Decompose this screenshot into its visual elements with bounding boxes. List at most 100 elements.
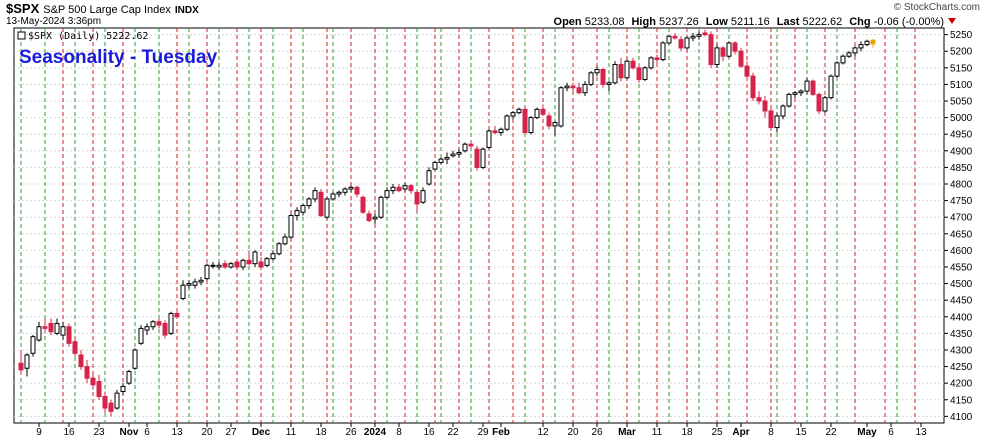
candle-38 [246,250,252,266]
candle-6 [54,318,60,336]
candle-body-up [564,85,570,89]
candle-body-up [330,193,336,200]
candle-body-up [666,35,672,44]
candle-21 [144,323,150,336]
candle-98 [606,81,612,92]
candle-body-down [810,80,816,95]
candle-14 [102,391,108,414]
candle-body-up [150,321,156,328]
candle-50 [318,188,324,218]
candle-body-up [264,258,270,266]
candle-128 [786,92,792,108]
candle-body-up [30,336,36,354]
candle-54 [342,187,348,196]
candle-85 [528,115,534,135]
candle-15 [108,399,114,417]
x-tick-label: 8 [768,427,774,438]
candle-body-up [642,67,648,80]
candle-129 [792,91,798,98]
candle-16 [114,389,120,410]
candle-body-up [852,47,858,54]
candle-body-down [474,148,480,168]
candle-body-up [240,259,246,268]
candle-43 [276,242,282,256]
candle-22 [150,320,156,331]
candle-body-up [390,186,396,192]
candle-body-up [36,326,42,341]
candle-body-down [246,259,252,265]
candle-10 [78,349,84,370]
y-tick-label: 4800 [950,180,973,191]
candle-body-up [774,115,780,129]
candle-124 [762,96,768,118]
candle-119 [732,41,738,55]
candle-27 [180,280,186,301]
candle-51 [324,197,330,219]
candle-140 [858,41,864,52]
candle-body-up [438,158,444,163]
candle-body-up [456,151,462,155]
candle-body-up [804,80,810,92]
candle-138 [846,51,852,58]
candle-130 [798,89,804,97]
x-tick-label: 29 [477,427,489,438]
candle-body-down [96,381,102,397]
candle-73 [456,149,462,158]
y-tick-label: 5050 [950,97,973,108]
candle-body-up [690,35,696,39]
candle-body-up [204,264,210,280]
candle-body-down [360,196,366,213]
x-tick-label: 11 [652,427,663,438]
candle-120 [738,47,744,68]
candle-117 [720,46,726,62]
candle-71 [444,152,450,165]
candle-body-up [660,42,666,61]
candle-29 [192,278,198,289]
y-tick-label: 4650 [950,229,973,240]
candle-body-up [498,128,504,134]
candle-body-up [552,122,558,127]
candle-96 [594,66,600,77]
candle-body-up [648,57,654,69]
candle-body-down [318,191,324,217]
candle-33 [216,262,222,271]
high-value: 5237.26 [659,16,699,28]
candle-body-down [522,108,528,134]
candle-58 [366,210,372,223]
candle-135 [828,74,834,100]
seasonality-lines [20,28,916,423]
candle-body-up [378,196,384,218]
candle-3 [36,321,42,342]
candle-8 [66,323,72,347]
candle-body-up [846,52,852,57]
x-tick-label: 25 [711,427,723,438]
candle-body-down [744,65,750,77]
candle-125 [768,107,774,131]
candle-26 [174,310,180,319]
candle-body-down [600,68,606,85]
x-tick-label: 27 [225,427,237,438]
candle-body-up [252,251,258,265]
candle-body-up [612,64,618,84]
candle-body-down [156,321,162,326]
candle-body-down [108,402,114,412]
candle-131 [804,77,810,95]
candle-body-up [528,117,534,134]
candle-81 [504,114,510,131]
candle-12 [90,373,96,390]
candle-body-down [396,186,402,192]
candle-body-down [816,93,822,112]
candle-body-down [540,108,546,115]
y-tick-label: 4700 [950,213,973,224]
candle-91 [564,82,570,92]
x-tick-label: Apr [732,427,749,438]
low-label: Low [705,16,728,28]
y-tick-label: 4100 [950,412,973,423]
candle-body-down [738,50,744,67]
x-tick-label: 6 [888,427,894,438]
candle-body-up [588,72,594,85]
candle-body-up [834,62,840,77]
candle-114 [702,29,708,37]
candle-20 [138,325,144,345]
